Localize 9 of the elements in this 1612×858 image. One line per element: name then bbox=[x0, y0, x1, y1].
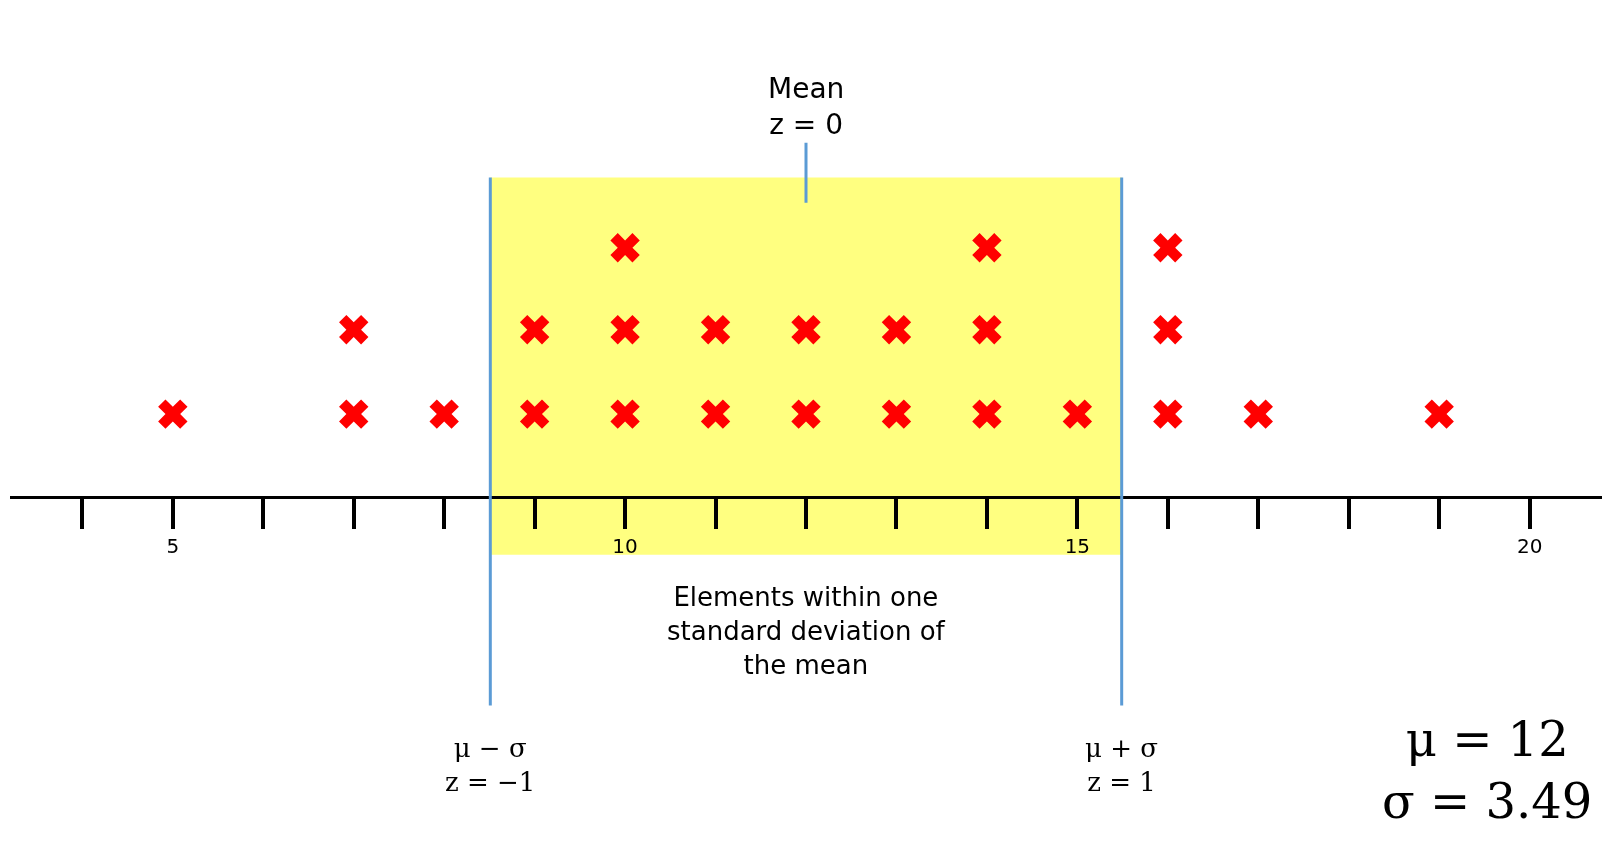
x-tick-label: 20 bbox=[1516, 534, 1543, 559]
x-tick-label: 10 bbox=[612, 534, 638, 559]
annotation: Mean z = 0 bbox=[768, 72, 845, 142]
band-label: Elements within one standard deviation of the mean bbox=[667, 582, 946, 680]
text: μ − σ z = −1 bbox=[445, 733, 536, 797]
text: μ = 12 σ = 3.49 bbox=[1382, 711, 1593, 830]
text: μ + σ z = 1 bbox=[1085, 733, 1158, 797]
x-tick-label: 5 bbox=[166, 534, 180, 559]
x-tick-label: 15 bbox=[1064, 534, 1091, 559]
